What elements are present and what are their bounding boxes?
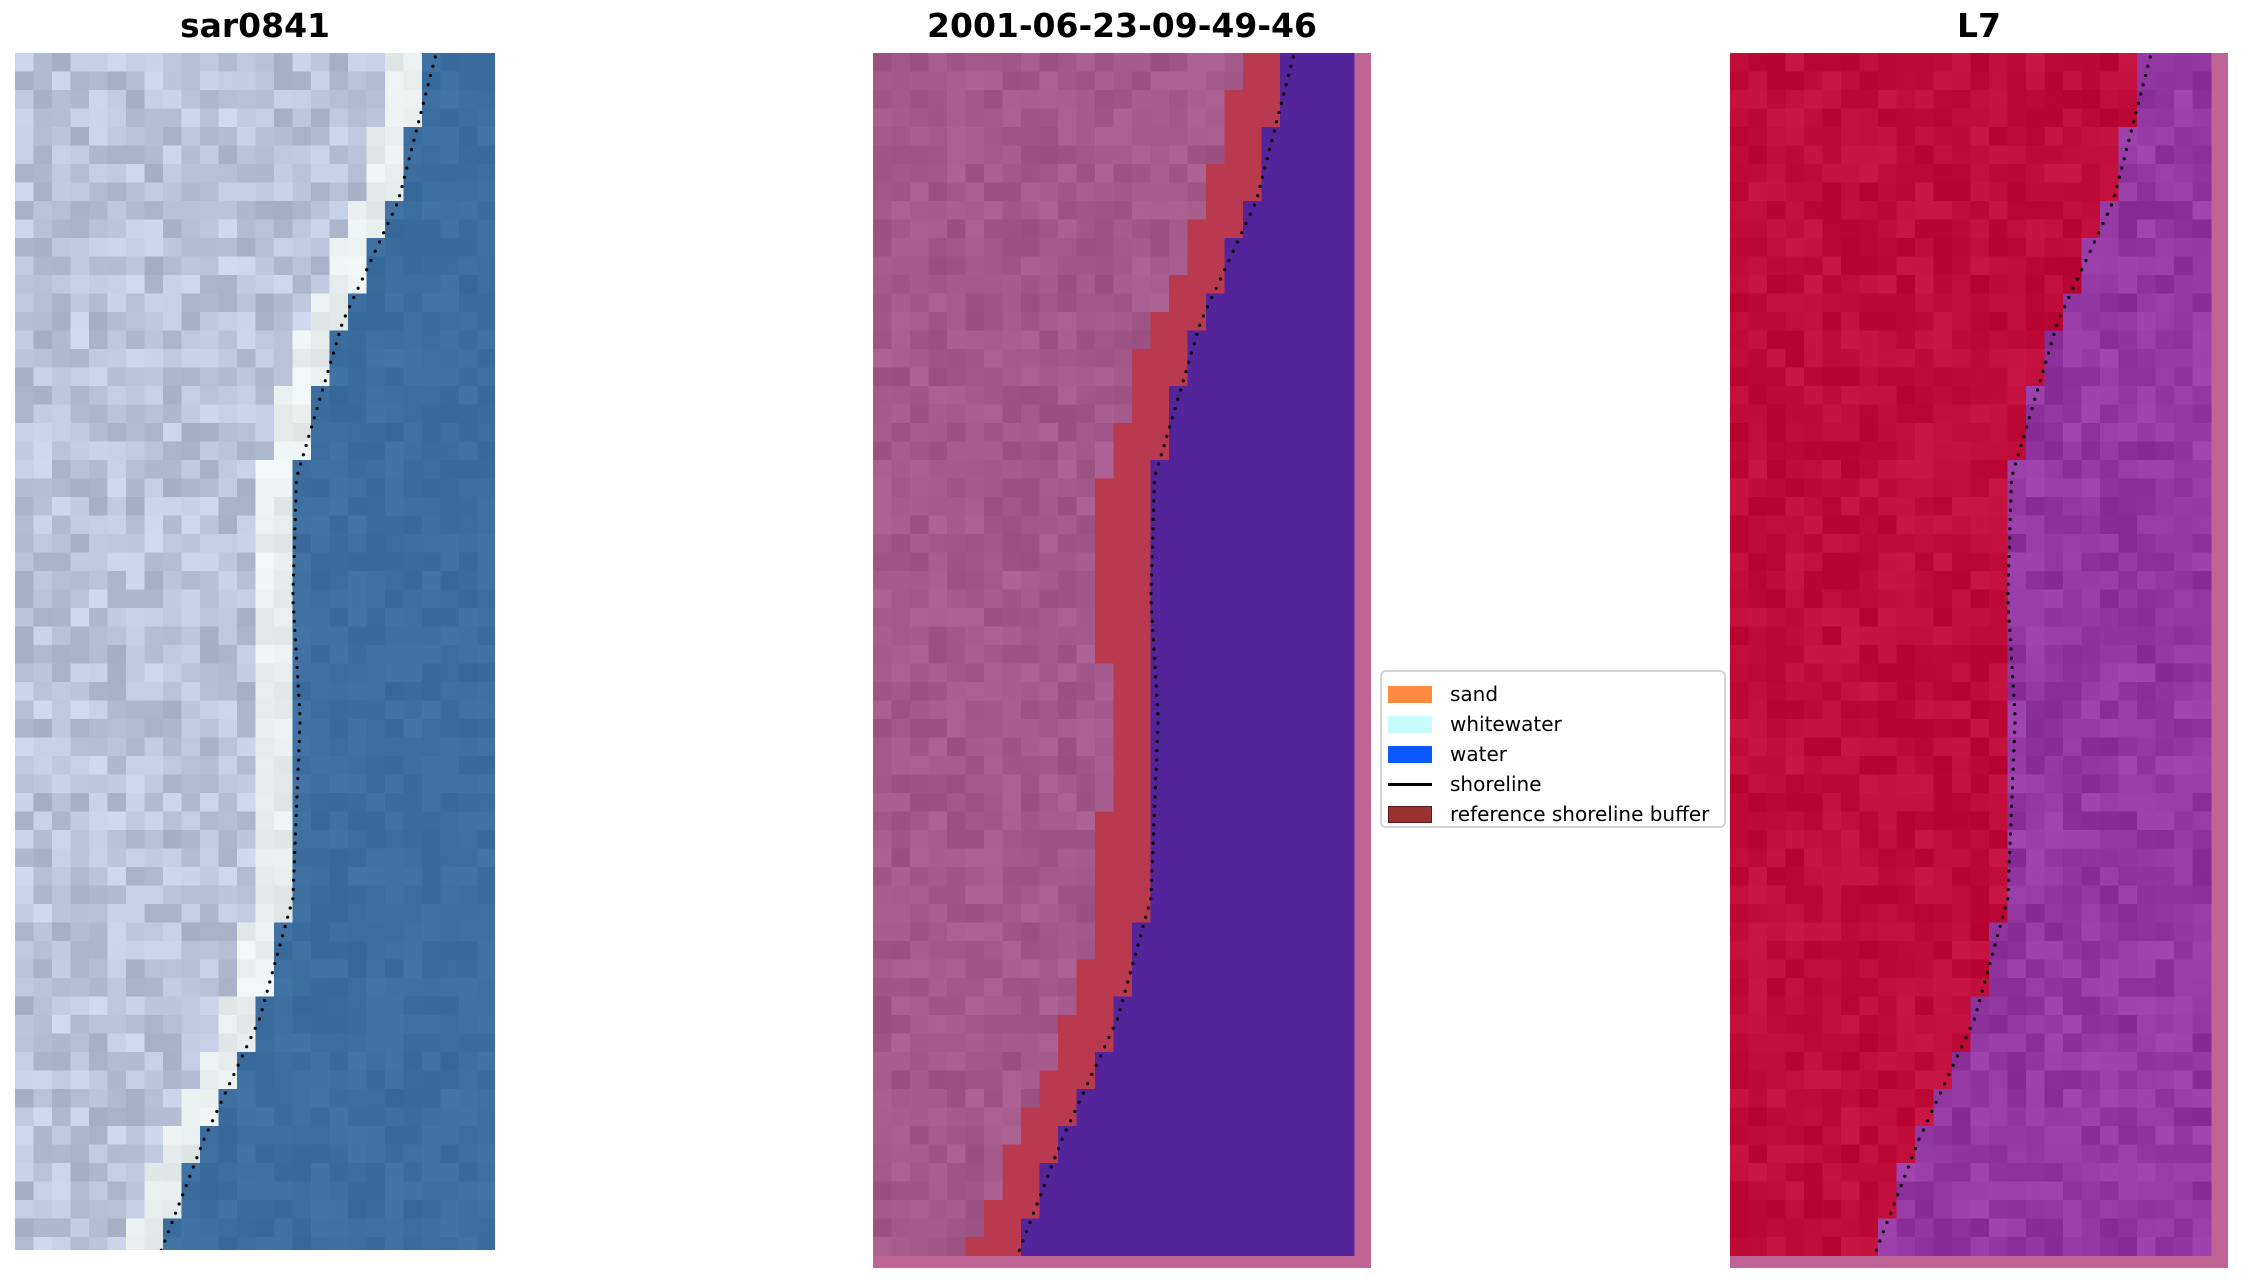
legend-label: water	[1450, 742, 1507, 766]
rgb-satellite-image	[15, 53, 495, 1250]
legend: sand whitewater water shoreline referenc…	[1380, 670, 1726, 828]
classified-image	[873, 53, 1371, 1268]
sand-swatch	[1388, 685, 1432, 703]
right-panel-title: L7	[1957, 6, 2001, 45]
legend-item-water: water	[1388, 739, 1507, 769]
left-panel-title: sar0841	[179, 6, 331, 45]
legend-item-whitewater: whitewater	[1388, 709, 1562, 739]
buffer-swatch	[1388, 805, 1432, 823]
legend-item-shoreline: shoreline	[1388, 769, 1542, 799]
mndwi-image	[1730, 53, 2228, 1268]
legend-label: whitewater	[1450, 712, 1562, 736]
shoreline-line-swatch	[1388, 782, 1432, 786]
legend-label: reference shoreline buffer	[1450, 802, 1710, 826]
whitewater-swatch	[1388, 715, 1432, 733]
water-swatch	[1388, 745, 1432, 763]
legend-label: shoreline	[1450, 772, 1542, 796]
middle-panel-title: 2001-06-23-09-49-46	[927, 6, 1317, 45]
legend-item-sand: sand	[1388, 679, 1498, 709]
legend-label: sand	[1450, 682, 1499, 706]
legend-item-reference-buffer: reference shoreline buffer	[1388, 799, 1709, 829]
